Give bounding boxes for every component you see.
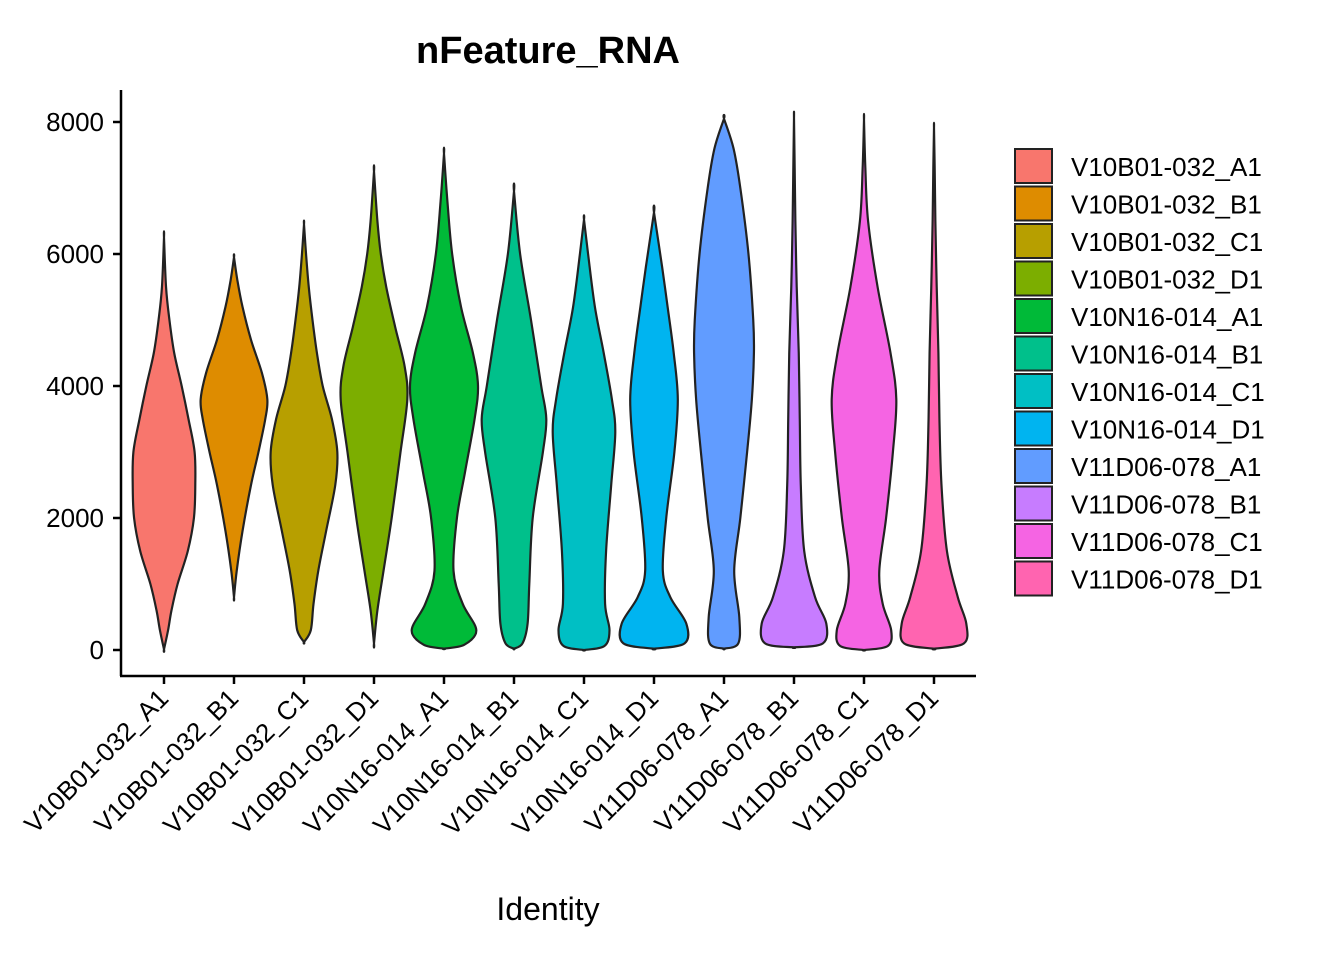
legend-swatch-v11d06-078-a1 xyxy=(1014,448,1053,484)
legend-label-v10b01-032-d1: V10B01-032_D1 xyxy=(1071,265,1263,295)
x-axis-title: Identity xyxy=(496,891,599,927)
violin-v10n16-014-d1 xyxy=(618,204,690,651)
y-ticks-group: 0 2000 4000 6000 8000 xyxy=(46,107,121,665)
axes-group xyxy=(119,90,976,678)
legend-label-v10b01-032-a1: V10B01-032_A1 xyxy=(1071,152,1262,182)
legend-swatch-v10b01-032-b1 xyxy=(1014,185,1053,222)
violin-v10n16-014-a1 xyxy=(408,146,480,651)
legend-label-v10n16-014-b1: V10N16-014_B1 xyxy=(1071,340,1263,370)
legend-label-v10b01-032-b1: V10B01-032_B1 xyxy=(1071,190,1262,220)
legend-swatch-v10b01-032-d1 xyxy=(1014,260,1053,297)
violin-v11d06-078-c1 xyxy=(830,112,898,652)
y-tick-label-6000: 6000 xyxy=(46,239,104,269)
violin-v11d06-078-b1 xyxy=(759,110,829,649)
legend-label-v10n16-014-c1: V10N16-014_C1 xyxy=(1071,377,1265,407)
legend-swatch-v10n16-014-c1 xyxy=(1014,373,1053,409)
violin-v11d06-078-d1 xyxy=(899,121,969,651)
violin-v10n16-014-b1 xyxy=(480,182,548,651)
violin-v10b01-032-c1 xyxy=(269,219,339,645)
legend-label-v11d06-078-b1: V11D06-078_B1 xyxy=(1071,490,1261,520)
legend-label-v10b01-032-c1: V10B01-032_C1 xyxy=(1071,227,1263,257)
violin-v10n16-014-c1 xyxy=(551,214,617,652)
violins-group xyxy=(131,110,969,653)
legend: V10B01-032_A1 V10B01-032_B1 V10B01-032_C1 V… xyxy=(1014,148,1265,597)
y-tick-label-4000: 4000 xyxy=(46,371,104,401)
chart-title: nFeature_RNA xyxy=(416,30,680,72)
violin-v10b01-032-d1 xyxy=(339,164,409,649)
y-tick-label-8000: 8000 xyxy=(46,107,104,137)
legend-swatch-v10n16-014-a1 xyxy=(1014,298,1053,334)
legend-swatch-v10n16-014-d1 xyxy=(1014,410,1053,447)
y-tick-label-0: 0 xyxy=(90,635,104,665)
legend-swatch-v11d06-078-b1 xyxy=(1014,485,1053,522)
legend-label-v10n16-014-a1: V10N16-014_A1 xyxy=(1071,302,1263,332)
y-tick-label-2000: 2000 xyxy=(46,503,104,533)
legend-swatch-v11d06-078-d1 xyxy=(1014,560,1053,597)
legend-swatch-v10n16-014-b1 xyxy=(1014,335,1053,372)
legend-swatch-v11d06-078-c1 xyxy=(1014,523,1053,559)
legend-label-v11d06-078-d1: V11D06-078_D1 xyxy=(1071,565,1263,595)
violin-v10b01-032-a1 xyxy=(131,230,197,653)
legend-label-v11d06-078-c1: V11D06-078_C1 xyxy=(1071,527,1263,557)
legend-swatch-v10b01-032-c1 xyxy=(1014,223,1053,259)
legend-label-v11d06-078-a1: V11D06-078_A1 xyxy=(1071,452,1261,482)
violin-v10b01-032-b1 xyxy=(199,253,269,602)
violin-v11d06-078-a1 xyxy=(692,113,756,651)
legend-label-v10n16-014-d1: V10N16-014_D1 xyxy=(1071,415,1265,445)
legend-swatch-v10b01-032-a1 xyxy=(1014,148,1053,184)
x-ticks-group: V10B01-032_A1V10B01-032_B1V10B01-032_C1V… xyxy=(18,676,944,841)
